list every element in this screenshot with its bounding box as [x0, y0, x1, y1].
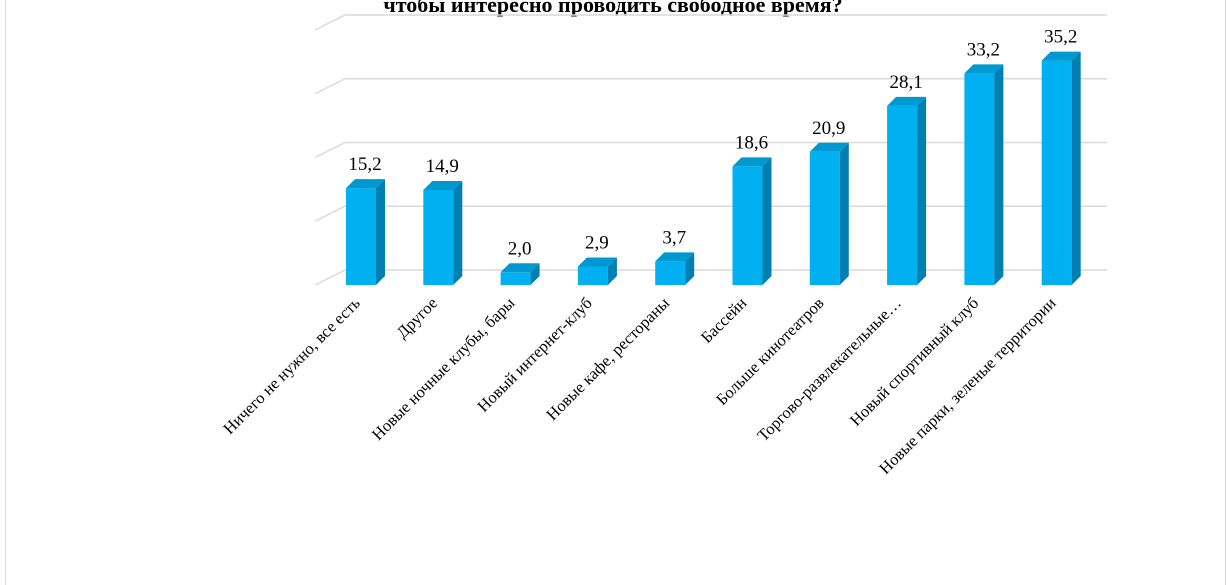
bar-top — [887, 96, 927, 106]
x-tick-label: Бассейн — [697, 293, 751, 347]
bar-side — [917, 96, 927, 285]
bar-side — [685, 252, 695, 285]
bar-top — [577, 257, 617, 267]
data-label: 28,1 — [889, 72, 922, 93]
data-label: 2,0 — [508, 238, 532, 259]
bar-side — [1071, 51, 1081, 285]
bar-top — [964, 64, 1004, 74]
bar — [887, 105, 918, 285]
data-label: 3,7 — [662, 227, 686, 248]
data-label: 2,9 — [585, 233, 609, 254]
bar-side — [839, 142, 849, 285]
data-label: 35,2 — [1044, 27, 1077, 48]
x-tick-label: Другое — [393, 293, 442, 342]
data-label: 15,2 — [348, 154, 381, 175]
bar — [346, 188, 376, 285]
bar — [423, 190, 454, 285]
bar-side — [376, 179, 385, 285]
x-tick-label: Новый спортивный клуб — [846, 293, 982, 429]
bar-top — [1041, 51, 1081, 61]
bar — [655, 261, 686, 285]
data-label: 14,9 — [426, 156, 459, 177]
bar — [964, 73, 995, 285]
gridline — [314, 141, 1107, 159]
bar-top — [655, 252, 695, 262]
x-tick-label: Торгово-развлекательные… — [753, 293, 905, 445]
data-label: 33,2 — [967, 39, 1000, 60]
data-label: 20,9 — [812, 118, 845, 139]
gridline — [314, 205, 1107, 222]
bar-top — [732, 157, 772, 167]
data-label: 18,6 — [735, 132, 768, 153]
bar — [577, 266, 608, 285]
bar-side — [453, 181, 463, 285]
bar-side — [607, 257, 617, 285]
bar-side — [994, 64, 1004, 285]
bar — [732, 166, 763, 285]
x-tick-label: Ничего не нужно, все есть — [219, 293, 364, 438]
bar-top — [423, 181, 463, 191]
bar — [1041, 60, 1072, 285]
bar-side — [530, 263, 540, 285]
x-tick-label: Новые ночные клубы, бары — [368, 293, 519, 444]
bar — [809, 151, 840, 285]
bar-top — [809, 142, 849, 152]
chart-title: чтобы интересно проводить свободное врем… — [383, 0, 843, 17]
bar-side — [762, 157, 772, 285]
gridline — [314, 269, 1107, 286]
gridline — [314, 14, 1107, 31]
gridline — [314, 78, 1107, 95]
bar-top — [346, 179, 385, 189]
bar — [500, 272, 531, 285]
bar-top — [500, 263, 540, 273]
